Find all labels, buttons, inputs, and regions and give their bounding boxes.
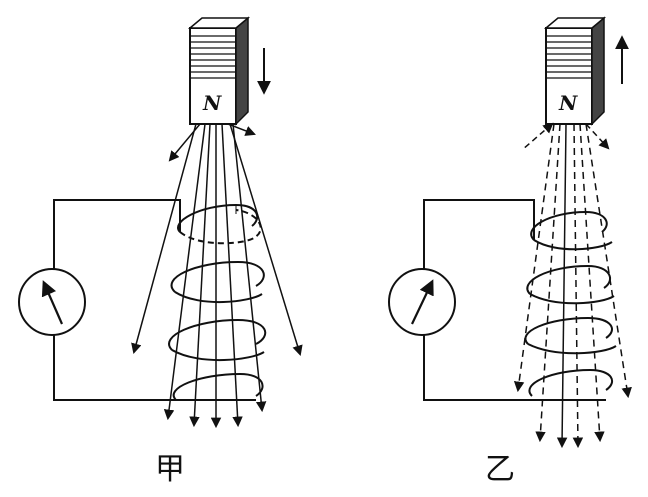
field-lines bbox=[131, 123, 303, 429]
figure-caption-jia: 甲 bbox=[155, 452, 185, 487]
bar-magnet-icon: N bbox=[187, 16, 251, 126]
figure-caption-yi: 乙 bbox=[485, 452, 515, 487]
field-lines bbox=[513, 122, 632, 449]
figure-yi: N bbox=[388, 16, 632, 449]
coil-icon bbox=[168, 203, 267, 401]
galvanometer-icon bbox=[388, 268, 456, 336]
galvanometer-icon bbox=[18, 268, 86, 336]
circuit-wires bbox=[53, 199, 256, 401]
coil-icon bbox=[524, 210, 617, 397]
magnet-pole-label: N bbox=[558, 91, 578, 115]
magnet-pole-label: N bbox=[202, 91, 222, 115]
figure-jia: N bbox=[18, 16, 303, 429]
circuit-wires bbox=[423, 199, 606, 401]
bar-magnet-icon: N bbox=[543, 16, 607, 126]
